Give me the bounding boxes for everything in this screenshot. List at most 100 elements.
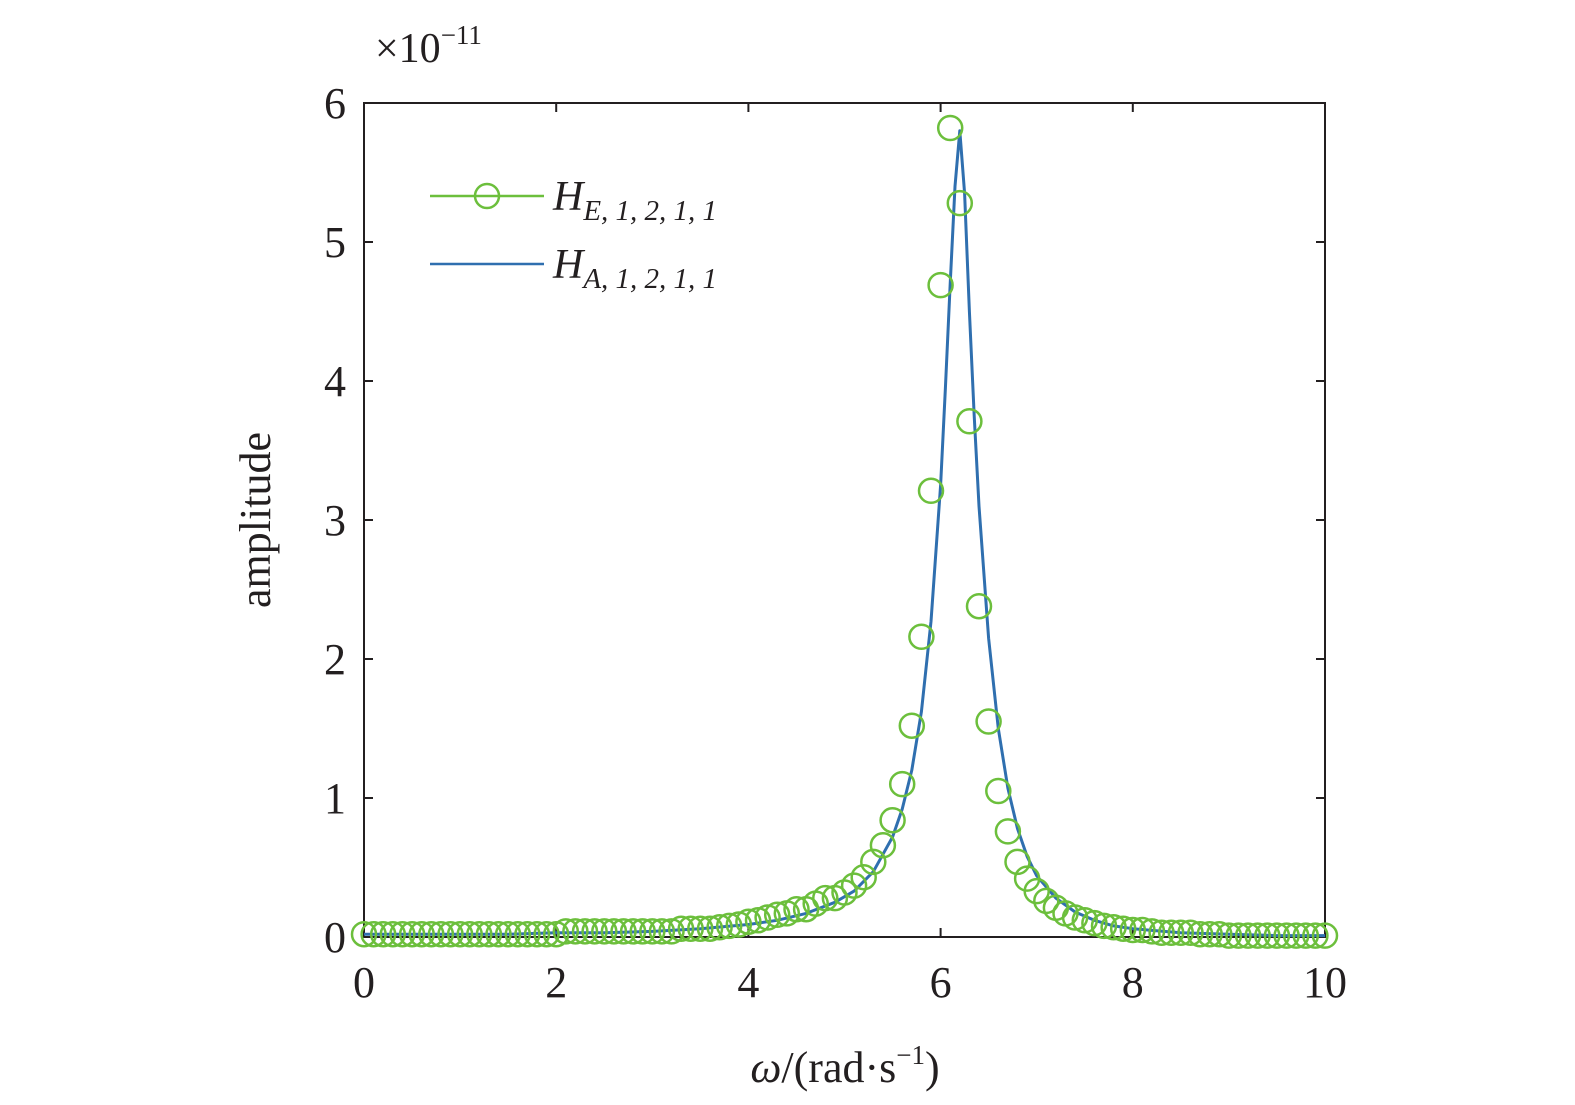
series-he-point-56: [888, 770, 916, 798]
series-he-point-15: [494, 920, 522, 948]
series-he-point-84: [1157, 919, 1185, 947]
series-he-point-83: [1148, 919, 1175, 947]
series-he-point-29: [629, 918, 656, 945]
series-he-point-28: [619, 918, 647, 945]
series-he-point-4: [389, 920, 416, 948]
series-he-point-52: [850, 863, 877, 891]
plot-frame: [363, 102, 1326, 938]
series-he-point-88: [1196, 920, 1223, 948]
series-he-point-20: [542, 920, 570, 948]
series-he-point-8: [427, 920, 455, 948]
y-axis-label: amplitude: [231, 432, 280, 608]
series-he-point-10: [446, 920, 474, 948]
series-he-point-54: [869, 832, 897, 859]
series-he-point-57: [898, 712, 926, 739]
legend: HE, 1, 2, 1, 1 HA, 1, 2, 1, 1: [430, 174, 717, 295]
series-he-point-51: [840, 872, 868, 899]
series-he-point-63: [956, 408, 983, 435]
series-he-point-1: [360, 920, 387, 948]
x-axis-label-close: ): [925, 1043, 940, 1092]
series-he-markers-group: [350, 114, 1339, 949]
series-he-point-53: [860, 848, 887, 876]
series-he-point-41: [744, 907, 772, 934]
series-he-point-34: [677, 915, 704, 942]
x-tick-label-1: 2: [545, 958, 567, 1007]
series-he-point-9: [437, 920, 464, 948]
series-he-point-96: [1273, 922, 1300, 949]
series-he-point-16: [504, 920, 532, 948]
series-he-point-98: [1292, 922, 1320, 949]
series-he-point-82: [1138, 918, 1166, 945]
series-he-point-25: [591, 918, 618, 945]
series-he-point-30: [639, 918, 666, 945]
y-tick-label-1: 1: [324, 774, 346, 823]
series-he-point-90: [1215, 922, 1243, 949]
series-he-point-6: [408, 920, 435, 948]
y-tick-label-4: 4: [324, 357, 346, 406]
series-he-point-62: [946, 189, 974, 217]
series-he-point-97: [1282, 922, 1310, 949]
series-he-point-21: [552, 918, 580, 945]
series-he-point-66: [985, 777, 1012, 805]
series-he-point-70: [1023, 877, 1050, 905]
y-axis-multiplier: ×10−11: [375, 20, 482, 72]
legend-label-ha: HA, 1, 2, 1, 1: [552, 242, 717, 295]
series-he-point-60: [927, 271, 954, 299]
y-tick-label-3: 3: [324, 496, 346, 545]
legend-label-he: HE, 1, 2, 1, 1: [552, 174, 717, 227]
series-he-point-24: [581, 918, 608, 945]
x-axis-label-symbol: ω: [750, 1043, 781, 1092]
series-he-point-74: [1061, 904, 1089, 931]
series-he-point-58: [908, 623, 935, 651]
y-tick-label-5: 5: [324, 218, 346, 267]
series-he-point-2: [369, 920, 397, 948]
series-he-point-48: [812, 884, 839, 912]
series-he-point-99: [1302, 922, 1329, 949]
series-he-point-38: [715, 912, 743, 940]
series-he-point-13: [475, 920, 503, 948]
series-he-point-40: [735, 908, 762, 935]
series-he-point-61: [936, 114, 964, 142]
series-he-point-7: [418, 920, 445, 948]
series-he-point-95: [1263, 922, 1291, 949]
series-he-point-80: [1119, 916, 1147, 944]
x-axis-label-unit: /(rad·s: [781, 1043, 896, 1092]
x-tick-label-0: 0: [353, 958, 375, 1007]
series-he-point-32: [658, 918, 685, 945]
x-tick-label-2: 4: [737, 958, 759, 1007]
axis-tick-labels: 0 2 4 6 8 10 0 1 2 3 4 5 6: [324, 79, 1347, 1007]
series-he-point-14: [485, 920, 512, 948]
series-he-point-91: [1225, 922, 1252, 949]
series-he-point-17: [514, 920, 541, 948]
series-he-point-27: [610, 918, 637, 945]
series-he-point-77: [1090, 912, 1118, 940]
x-tick-label-4: 8: [1122, 958, 1144, 1007]
series-he-point-36: [696, 915, 724, 942]
series-he-point-31: [648, 918, 676, 945]
series-he-point-100: [1311, 922, 1339, 949]
series-he-point-26: [600, 918, 628, 945]
series-he-point-23: [571, 918, 599, 945]
series-he-point-85: [1167, 919, 1195, 947]
x-axis-label-sup: −1: [896, 1040, 925, 1070]
series-he-point-76: [1081, 909, 1108, 937]
legend-he-sub: E, 1, 2, 1, 1: [582, 195, 717, 227]
y-axis-multiplier-prefix: ×10: [375, 26, 441, 72]
series-he-point-65: [975, 708, 1002, 735]
y-tick-label-0: 0: [324, 913, 346, 962]
series-he-point-22: [562, 918, 589, 945]
x-axis-label: ω/(rad·s−1): [750, 1040, 939, 1092]
series-he-point-37: [706, 914, 733, 941]
series-he-point-43: [763, 901, 791, 929]
series-he-point-78: [1100, 914, 1127, 941]
series-he-point-64: [965, 592, 993, 620]
series-he-point-93: [1244, 922, 1271, 949]
legend-ha-sub: A, 1, 2, 1, 1: [581, 263, 717, 295]
series-he-point-11: [456, 920, 483, 948]
series-he-point-94: [1254, 922, 1281, 949]
series-he-point-67: [994, 818, 1022, 845]
series-he-point-55: [879, 806, 906, 834]
legend-he-main: H: [552, 174, 586, 220]
series-he-point-92: [1234, 922, 1262, 949]
